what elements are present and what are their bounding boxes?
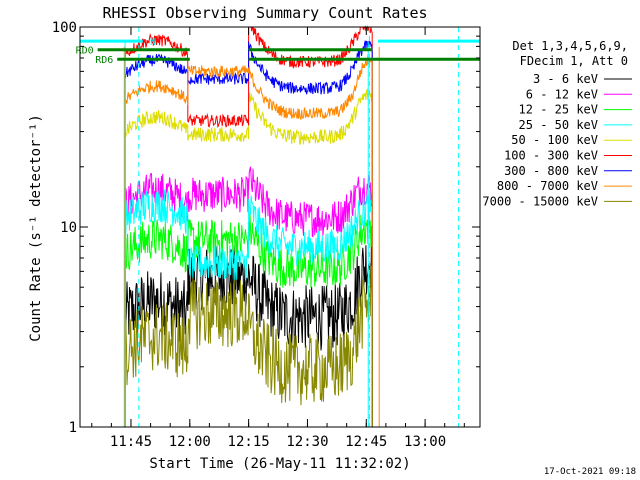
x-axis-label: Start Time (26-May-11 11:32:02) (149, 456, 410, 472)
legend-label-8: 800 - 7000 keV (497, 179, 598, 193)
flag-label-1: N (150, 37, 156, 48)
legend-label-1: 3 - 6 keV (533, 72, 598, 86)
legend: Det 1,3,4,5,6,9,FDecim 1, Att 0 3 - 6 keV… (482, 39, 632, 208)
y-axis-label: Count Rate (s⁻¹ detector⁻¹) (28, 114, 44, 342)
x-tick-label-3: 12:15 (228, 434, 270, 450)
legend-label-3: 12 - 25 keV (519, 103, 598, 117)
x-tick-label-4: 12:30 (286, 434, 328, 450)
series-line-8 (124, 54, 373, 427)
legend-label-5: 50 - 100 keV (511, 133, 598, 147)
legend-header-2: FDecim 1, Att 0 (520, 54, 628, 68)
x-tick-label-1: 11:45 (110, 434, 152, 450)
flag-label-3: RD0 (76, 46, 94, 57)
axes: 11:45 12:00 12:15 12:30 12:45 13:00 1 10 100 (52, 20, 480, 450)
series-line-2 (124, 166, 373, 427)
flag-label-5: RD6 (95, 55, 113, 66)
y-tick-label-3: 100 (52, 20, 77, 36)
x-tick-label-2: 12:00 (169, 434, 211, 450)
series-line-7 (124, 40, 373, 427)
x-tick-label-5: 12:45 (345, 434, 387, 450)
legend-label-6: 100 - 300 keV (504, 149, 598, 163)
y-tick-label-1: 1 (69, 420, 77, 436)
legend-header-1: Det 1,3,4,5,6,9, (512, 39, 628, 53)
timestamp: 17-Oct-2021 09:18 (544, 467, 636, 477)
x-tick-label-6: 13:00 (404, 434, 446, 450)
legend-label-2: 6 - 12 keV (526, 87, 598, 101)
legend-label-4: 25 - 50 keV (519, 118, 598, 132)
legend-label-9: 7000 - 15000 keV (482, 194, 598, 208)
y-tick-label-2: 10 (60, 220, 77, 236)
series-line-9 (124, 265, 373, 427)
legend-label-7: 300 - 800 keV (504, 164, 598, 178)
chart-title: RHESSI Observing Summary Count Rates (102, 4, 427, 22)
series-line-4 (124, 189, 373, 427)
